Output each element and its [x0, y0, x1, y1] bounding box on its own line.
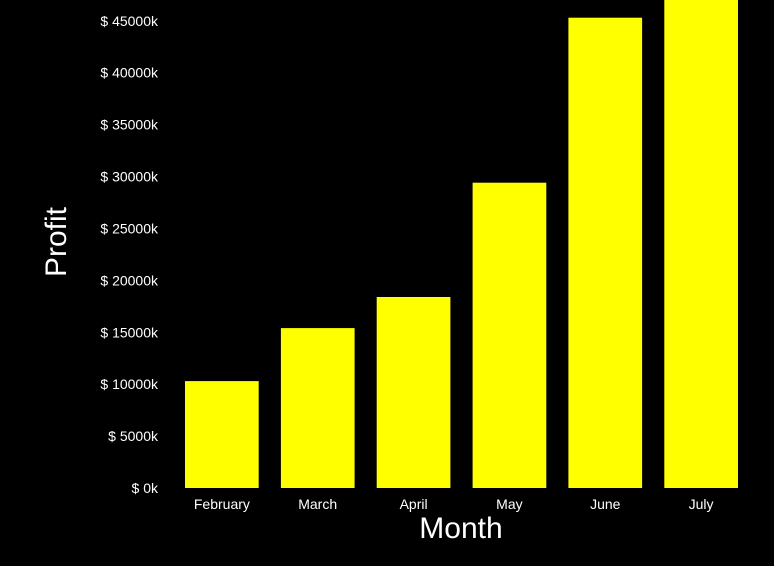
x-axis-ticks: February March April May June July [194, 496, 714, 512]
bar-may [472, 182, 547, 488]
x-tick-label: June [590, 496, 621, 512]
y-tick-label: $ 5000k [108, 428, 159, 444]
bar-march [280, 328, 355, 488]
x-tick-label: March [298, 496, 337, 512]
y-axis-title: Profit [40, 206, 73, 277]
x-axis-title: Month [419, 512, 502, 545]
y-tick-label: $ 15000k [100, 324, 159, 340]
y-tick-label: $ 35000k [100, 117, 159, 133]
y-tick-label: $ 30000k [100, 169, 159, 185]
bar-february [185, 381, 259, 488]
y-tick-label: $ 10000k [100, 376, 159, 392]
y-tick-label: $ 0k [132, 480, 159, 496]
y-tick-label: $ 40000k [100, 65, 159, 81]
bar-june [568, 17, 643, 488]
bars [185, 0, 738, 488]
y-tick-label: $ 25000k [100, 220, 159, 236]
y-tick-label: $ 20000k [100, 272, 159, 288]
x-tick-label: July [689, 496, 714, 512]
x-tick-label: May [496, 496, 522, 512]
y-tick-label: $ 45000k [100, 13, 159, 29]
x-tick-label: February [194, 496, 250, 512]
bar-april [376, 297, 451, 488]
y-axis-ticks: $ 0k $ 5000k $ 10000k $ 15000k $ 20000k $ 250… [100, 13, 159, 496]
bar-july [664, 0, 738, 488]
x-tick-label: April [400, 496, 428, 512]
